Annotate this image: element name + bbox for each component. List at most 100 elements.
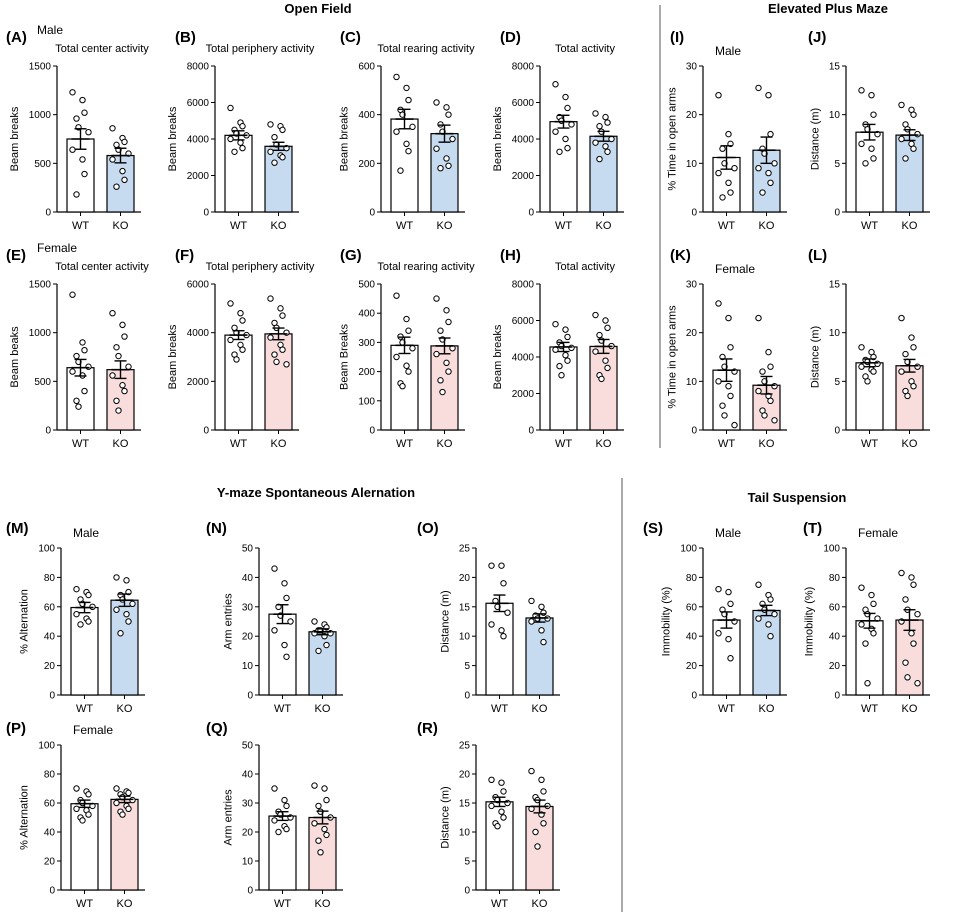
y-tick-label: 500 <box>358 280 375 291</box>
data-point <box>445 111 452 118</box>
data-point <box>596 331 603 339</box>
y-tick-label: 20 <box>44 857 56 868</box>
data-point <box>399 383 406 390</box>
y-tick-label: 10 <box>242 857 254 868</box>
y-tick-label: 30 <box>686 62 698 73</box>
data-point <box>125 618 132 625</box>
y-tick-label: 40 <box>44 828 56 839</box>
data-point <box>113 574 120 581</box>
data-point <box>227 336 234 344</box>
data-point <box>443 307 450 314</box>
y-tick-label: 5 <box>834 377 840 388</box>
data-point <box>715 585 722 593</box>
y-tick-label: 100 <box>680 544 697 555</box>
data-point <box>727 600 734 608</box>
x-category-label: WT <box>396 220 413 232</box>
panel-letter: (L) <box>808 247 827 264</box>
data-point <box>592 348 599 355</box>
data-point <box>727 655 734 662</box>
data-point <box>538 603 545 610</box>
data-point <box>715 378 722 385</box>
panel-letter: (I) <box>670 29 684 46</box>
data-point <box>271 817 278 824</box>
data-point <box>115 407 122 414</box>
x-category-label: WT <box>491 703 508 715</box>
data-point <box>445 368 452 375</box>
bar-ko <box>430 133 459 213</box>
data-point <box>75 403 82 410</box>
data-point <box>279 346 286 353</box>
data-point <box>283 594 290 602</box>
data-point <box>79 339 86 346</box>
y-axis-label: % Time in open arms <box>666 305 678 409</box>
data-point <box>393 292 400 299</box>
data-point <box>767 363 774 370</box>
data-point <box>117 630 124 637</box>
x-category-label: KO <box>759 438 775 450</box>
data-point <box>311 782 318 789</box>
data-point <box>73 352 80 360</box>
x-category-label: KO <box>113 220 129 232</box>
data-point <box>715 630 722 637</box>
data-point <box>604 364 611 372</box>
y-tick-label: 0 <box>203 208 209 219</box>
data-point <box>237 139 244 146</box>
y-tick-label: 0 <box>834 208 840 219</box>
y-tick-label: 4000 <box>187 328 210 339</box>
data-point <box>767 633 774 640</box>
data-point <box>902 659 909 666</box>
data-point <box>73 785 80 792</box>
y-tick-label: 1500 <box>29 62 52 73</box>
bar-wt <box>70 803 99 891</box>
data-point <box>267 121 274 128</box>
data-point <box>564 333 571 341</box>
data-point <box>437 121 444 128</box>
x-category-label: WT <box>76 703 93 715</box>
panel-title: Total periphery activity <box>206 261 315 273</box>
data-point <box>719 402 726 409</box>
data-point <box>73 191 80 198</box>
data-point <box>119 382 126 389</box>
data-point <box>914 363 921 370</box>
y-tick-label: 0 <box>691 691 697 702</box>
data-point <box>538 776 545 783</box>
y-tick-label: 500 <box>34 159 51 170</box>
y-axis-label: Beam beaks <box>9 326 21 388</box>
data-point <box>323 831 330 839</box>
x-category-label: WT <box>76 898 93 910</box>
chart-panel-k: (K) Female 0 10 20 30 % Time in open arms WT KO <box>666 247 787 450</box>
data-point <box>393 73 400 81</box>
y-tick-label: 300 <box>358 338 375 349</box>
x-category-label: WT <box>718 703 735 715</box>
y-tick-label: 8000 <box>512 280 535 291</box>
y-tick-label: 60 <box>686 602 698 613</box>
chart-panel-t: (T) Female 0 20 40 60 80 100 Immobility (%) WT KO <box>803 520 930 715</box>
y-tick-label: 4000 <box>512 353 535 364</box>
data-point <box>73 115 80 122</box>
data-point <box>227 104 234 112</box>
chart-panel-q: (Q) 0 10 20 30 40 50 Arm entries WT KO <box>206 720 343 910</box>
y-tick-label: 60 <box>44 799 56 810</box>
data-point <box>558 372 565 379</box>
x-category-label: KO <box>315 703 331 715</box>
data-point <box>725 588 732 596</box>
data-point <box>870 630 877 637</box>
y-axis-label: Beam breaks <box>167 324 179 389</box>
y-axis-label: Arm entries <box>222 593 234 650</box>
y-tick-label: 40 <box>242 770 254 781</box>
data-point <box>77 621 84 628</box>
x-category-label: KO <box>902 438 918 450</box>
y-tick-label: 40 <box>242 573 254 584</box>
chart-panel-g: (G) Total rearing activity 0 100 200 300 400 50… <box>339 247 475 450</box>
data-point <box>271 133 278 141</box>
panel-letter: (B) <box>175 29 196 46</box>
chart-panel-f: (F) Total periphery activity 0 2000 4000 6000… <box>167 247 315 450</box>
panel-letter: (P) <box>6 720 26 737</box>
y-axis-label: Distance (m) <box>439 590 451 652</box>
x-category-label: WT <box>555 220 572 232</box>
chart-panel-j: (J) 0 5 10 15 Distance (m) WT KO <box>808 29 930 232</box>
data-point <box>239 123 246 130</box>
sex-label: Male <box>73 526 99 540</box>
data-point <box>494 823 501 830</box>
section-title-elevated-plus-maze: Elevated Plus Maze <box>768 1 888 16</box>
